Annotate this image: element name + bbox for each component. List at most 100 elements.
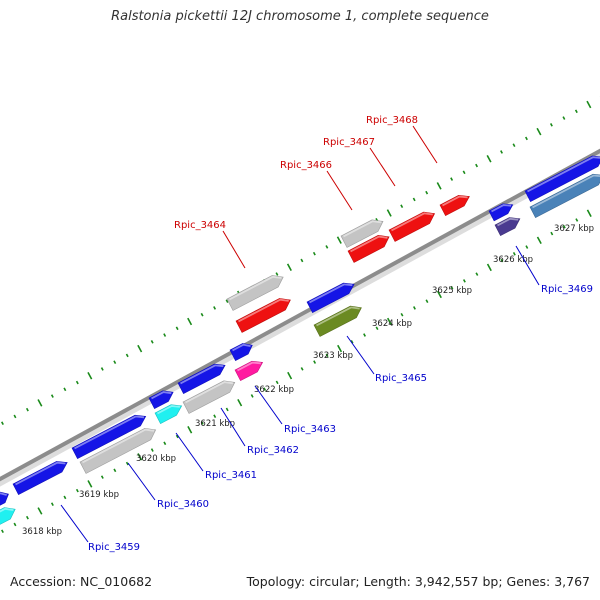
gene-label-Rpic_3468: Rpic_3468 [366,115,418,126]
gene-label-Rpic_3463: Rpic_3463 [284,424,336,435]
upper-track-tick [500,150,503,154]
gene-arrow-highlight [350,235,388,253]
gene-arrow-highlight [532,174,600,209]
upper-track-tick [286,263,292,271]
gene-arrow [439,194,470,217]
lower-track-tick [75,488,79,493]
leader-Rpic_3462 [220,407,246,447]
upper-track-tick [75,380,79,385]
upper-track-tick [63,387,67,392]
gene-arrow [494,217,521,237]
gene-arrow [226,275,284,311]
gene-arrow [177,363,226,395]
gene-label-Rpic_3461: Rpic_3461 [205,470,257,481]
gene-arrow [235,298,291,333]
gene-arrow-highlight [15,461,66,486]
lower-track-tick [562,224,566,229]
gene-arrow-highlight [232,343,251,352]
upper-track-tick [213,306,217,310]
lower-track-tick [475,272,479,276]
lower-track-tick [1,529,4,534]
gene-label-Rpic_3460: Rpic_3460 [157,499,209,510]
lower-track-tick [400,312,404,317]
gene-arrow-highlight [82,428,155,464]
lower-track-tick [200,421,204,425]
upper-track-tick [312,251,316,256]
leader-Rpic_3460 [127,462,156,501]
gene-arrow-highlight [74,415,145,450]
scale-label-3625: 3625 kbp [432,286,472,296]
gene-label-Rpic_3467: Rpic_3467 [323,137,375,148]
gene-arrow-highlight [0,492,7,496]
gene-arrow [79,427,157,474]
lower-track-tick [250,394,254,398]
lower-track-tick [263,387,267,391]
lower-track-tick [287,371,293,380]
leader-Rpic_3461 [175,432,204,472]
gene-arrow [313,305,362,337]
upper-track-tick [275,272,279,276]
map-title: Ralstonia pickettii 12J chromosome 1, co… [111,9,489,24]
leader-Rpic_3467 [369,147,396,187]
lower-track-tick [486,263,492,272]
lower-track-tick [375,326,379,331]
leader-Rpic_3459 [60,504,89,543]
gene-arrow [388,211,436,242]
gene-arrow-highlight [442,195,468,207]
lower-track-tick [300,367,304,371]
lower-track-tick [150,448,154,452]
lower-track-tick [100,475,104,479]
lower-track-tick [37,507,43,515]
upper-track-tick [536,127,542,136]
gene-arrow-highlight [0,507,14,513]
lower-track-tick [63,495,67,500]
scale-label-3626: 3626 kbp [493,255,533,265]
gene-label-Rpic_3462: Rpic_3462 [247,445,299,456]
scale-label-3627: 3627 kbp [554,224,594,234]
lower-track-tick [363,333,367,337]
lower-track-tick [13,522,17,527]
gene-arrow [0,507,16,525]
leader-Rpic_3464 [222,230,246,269]
lower-track-tick [575,218,579,222]
upper-track-tick [113,360,117,364]
gene-arrow [306,282,355,314]
backbone-shadow [0,149,600,487]
gene-arrow [488,203,514,222]
lower-track-tick [500,258,504,263]
lower-track-tick [25,515,29,520]
lower-track-tick [313,360,317,364]
upper-track-tick [486,155,492,163]
gene-arrow-highlight [151,391,172,400]
lower-track-tick [187,426,193,434]
gene-arrow [182,380,236,414]
gene-arrow [71,414,147,460]
lower-track-tick [337,344,343,353]
scale-label-3619: 3619 kbp [79,490,119,500]
lower-track-tick [325,353,329,358]
upper-track-tick [25,407,29,412]
upper-track-tick [512,143,516,147]
gene-arrow [347,234,390,263]
lower-track-tick [386,317,393,326]
upper-track-tick [400,204,404,209]
upper-track-tick [386,209,392,217]
scale-label-3623: 3623 kbp [313,351,353,361]
upper-track-tick [300,258,304,263]
lower-track-tick [450,285,454,290]
scale-label-3618: 3618 kbp [22,527,62,537]
lower-track-tick [350,340,354,344]
upper-track-tick [336,236,342,244]
scale-label-3624: 3624 kbp [372,319,412,329]
gene-arrow [340,219,384,248]
gene-arrow [234,360,264,382]
upper-track-tick [150,340,154,344]
gene-arrow [524,155,600,203]
lower-track-tick [512,252,516,256]
gene-label-Rpic_3469: Rpic_3469 [541,284,593,295]
lower-track-tick [113,468,117,473]
upper-track-tick [475,163,479,168]
lower-track-tick [137,453,143,461]
gene-arrow-highlight [157,405,180,415]
